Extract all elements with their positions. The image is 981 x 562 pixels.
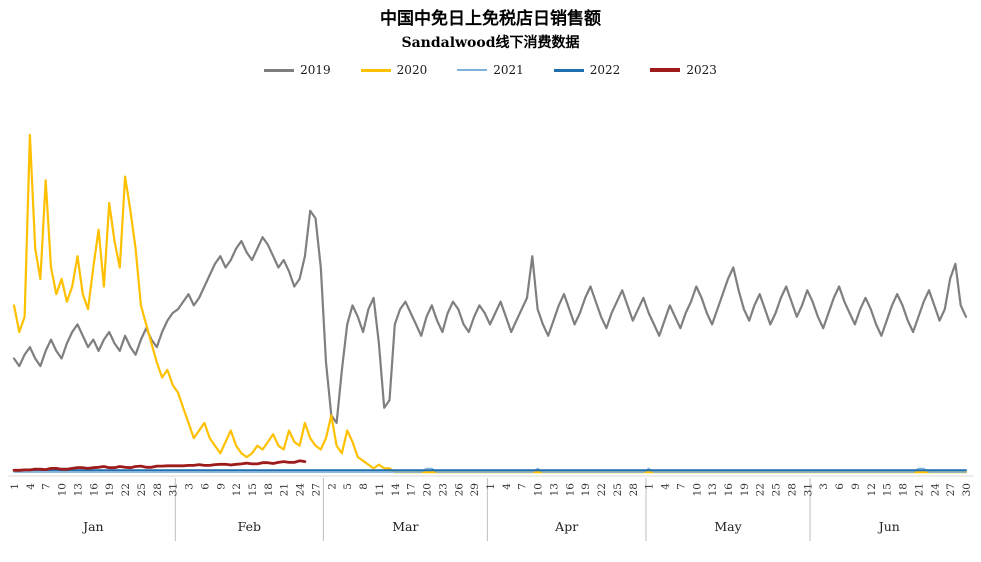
x-tick-label: 2 (326, 483, 338, 490)
x-tick-label: 24 (929, 483, 941, 497)
chart-legend: 2019 2020 2021 2022 2023 (0, 61, 981, 79)
series-line-2019 (12, 209, 968, 425)
series-line-2021 (13, 467, 967, 474)
x-tick-label: 8 (358, 483, 370, 490)
x-tick-label: 18 (898, 483, 910, 496)
x-tick-label: 25 (136, 483, 148, 496)
x-tick-label: 31 (168, 483, 180, 496)
x-tick-label: 19 (104, 483, 116, 496)
month-label-Mar: Mar (392, 519, 418, 534)
legend-item-2023: 2023 (650, 63, 717, 77)
x-tick-label: 21 (279, 483, 291, 496)
legend-swatch-2022 (553, 68, 584, 72)
x-tick-label: 21 (913, 483, 925, 496)
x-tick-label: 16 (564, 483, 576, 497)
x-tick-label: 15 (882, 483, 894, 496)
x-tick-label: 4 (501, 483, 513, 490)
x-tick-label: 16 (88, 483, 100, 497)
legend-item-2019: 2019 (264, 63, 331, 77)
month-label-Apr: Apr (554, 519, 578, 534)
legend-item-2020: 2020 (360, 63, 428, 78)
x-tick-label: 10 (533, 483, 545, 496)
legend-label: 2021 (493, 63, 524, 78)
x-tick-label: 13 (72, 483, 84, 496)
x-tick-label: 12 (231, 483, 243, 496)
series-line-2023 (12, 459, 307, 472)
x-tick-label: 24 (295, 483, 307, 497)
x-tick-label: 1 (485, 483, 497, 490)
x-tick-label: 6 (199, 483, 211, 490)
x-tick-label: 22 (596, 483, 608, 496)
x-tick-label: 23 (437, 483, 449, 496)
legend-swatch-2019 (264, 68, 295, 72)
x-tick-label: 1 (644, 483, 656, 490)
x-tick-label: 4 (25, 483, 37, 490)
x-tick-label: 9 (850, 483, 862, 490)
x-tick-label: 17 (406, 483, 418, 496)
legend-swatch-2020 (360, 68, 391, 72)
x-tick-label: 13 (548, 483, 560, 496)
x-tick-label: 4 (660, 483, 672, 490)
legend-label: 2019 (300, 63, 331, 78)
legend-label: 2023 (686, 63, 717, 78)
x-tick-label: 5 (342, 483, 354, 490)
month-label-Jun: Jun (877, 519, 900, 534)
x-tick-label: 9 (215, 483, 227, 490)
x-tick-label: 27 (310, 483, 322, 496)
x-tick-label: 27 (945, 483, 957, 496)
x-tick-label: 25 (612, 483, 624, 496)
legend-item-2021: 2021 (457, 63, 524, 77)
x-tick-label: 3 (184, 483, 196, 490)
x-tick-label: 1 (9, 483, 21, 490)
x-tick-label: 10 (691, 483, 703, 496)
x-tick-label: 28 (628, 483, 640, 496)
legend-swatch-2021 (457, 69, 488, 72)
month-label-Feb: Feb (238, 519, 261, 534)
x-tick-label: 7 (41, 483, 53, 490)
x-tick-label: 10 (57, 483, 69, 496)
x-tick-label: 19 (739, 483, 751, 496)
x-tick-label: 3 (818, 483, 830, 490)
legend-label: 2020 (396, 63, 428, 78)
x-tick-label: 26 (453, 483, 465, 497)
chart-title: 中国中免日上免税店日销售额 (380, 9, 601, 29)
x-tick-label: 6 (834, 483, 846, 490)
x-tick-label: 28 (786, 483, 798, 496)
x-tick-label: 13 (707, 483, 719, 496)
x-tick-label: 18 (263, 483, 275, 496)
chart-subtitle: Sandalwood线下消费数据 (401, 35, 580, 52)
legend-label: 2022 (589, 63, 621, 78)
x-tick-label: 30 (961, 483, 973, 496)
x-tick-label: 12 (866, 483, 878, 496)
month-label-Jan: Jan (81, 519, 104, 534)
chart-canvas: 1 4 7 10 13 16 19 22 25 28 31 3 6 9 12 15 18 21 24 27 2 5 8 11 1… (8, 134, 974, 542)
x-tick-label: 22 (120, 483, 132, 496)
x-tick-label: 25 (771, 483, 783, 496)
x-tick-label: 22 (755, 483, 767, 496)
x-tick-label: 7 (517, 483, 529, 490)
month-label-May: May (714, 519, 742, 534)
x-tick-label: 16 (723, 483, 735, 497)
x-tick-label: 20 (422, 483, 434, 496)
x-tick-label: 7 (675, 483, 687, 490)
x-tick-label: 31 (802, 483, 814, 496)
legend-swatch-2023 (650, 68, 681, 73)
x-tick-label: 29 (469, 483, 481, 496)
x-tick-label: 14 (390, 483, 402, 497)
series-line-2020 (12, 134, 968, 474)
x-tick-label: 15 (247, 483, 259, 496)
x-tick-label: 19 (580, 483, 592, 496)
x-tick-label: 28 (152, 483, 164, 496)
x-tick-label: 11 (374, 483, 386, 496)
legend-item-2022: 2022 (553, 63, 621, 78)
